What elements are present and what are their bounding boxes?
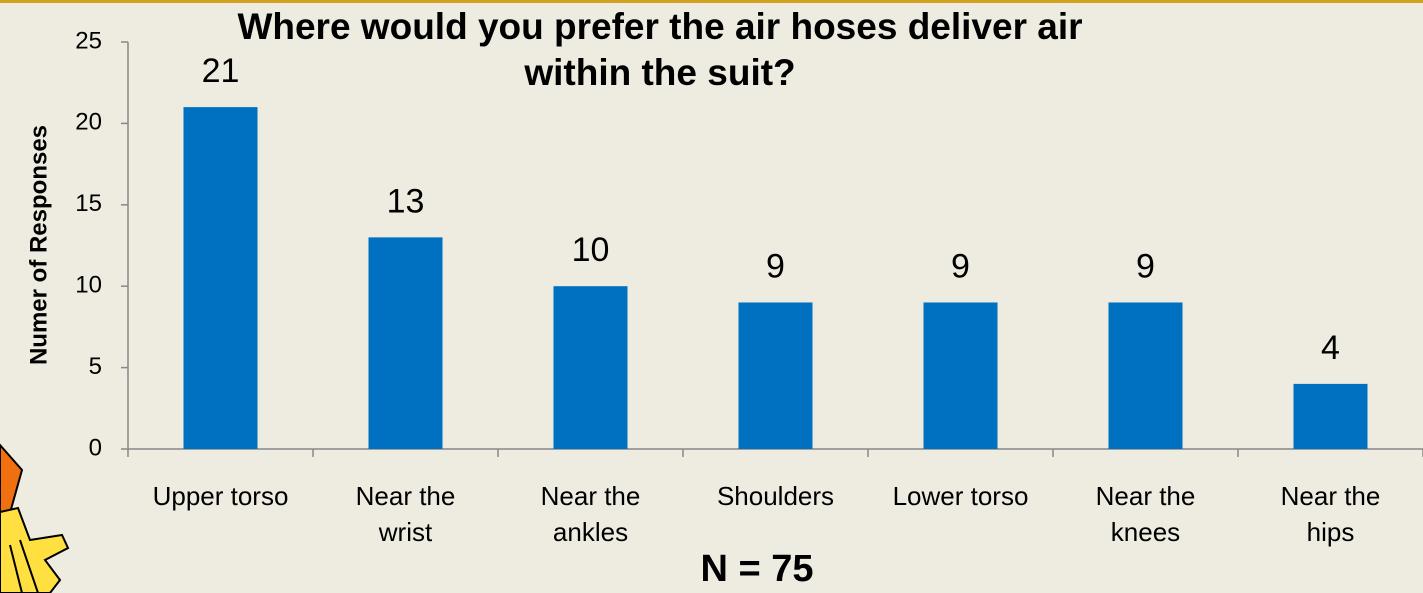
y-axis-label: Numer of Responses [25, 125, 52, 365]
y-tick-label: 15 [75, 190, 102, 217]
x-tick-label: Near the knees [1095, 481, 1196, 547]
data-label: 21 [202, 52, 240, 90]
x-tick-label: Near the ankles [540, 481, 641, 547]
bar [553, 286, 628, 449]
y-tick-label: 25 [75, 27, 102, 54]
bar [738, 302, 813, 449]
data-label: 9 [766, 247, 785, 285]
bar [1293, 383, 1368, 449]
y-tick-label: 5 [89, 353, 102, 380]
bar [923, 302, 998, 449]
chart-title: Where would you prefer the air hoses del… [237, 6, 1083, 93]
x-tick-label: Shoulders [716, 481, 835, 511]
data-label: 10 [572, 231, 610, 269]
y-tick-label: 10 [75, 272, 102, 299]
y-tick-label: 0 [89, 434, 102, 461]
annotation: N = 75 [700, 548, 814, 590]
y-tick-label: 20 [75, 109, 102, 136]
x-tick-label: Upper torso [152, 481, 289, 511]
hand-illustration [0, 443, 70, 593]
top-border [0, 0, 1423, 3]
x-tick-label: Near the hips [1280, 481, 1381, 547]
bar [1108, 302, 1183, 449]
x-tick-label: Lower torso [892, 481, 1029, 511]
bar [368, 237, 443, 449]
x-tick-label: Near the wrist [355, 481, 456, 547]
data-label: 4 [1321, 329, 1340, 367]
data-label: 13 [387, 182, 425, 220]
data-label: 9 [951, 247, 970, 285]
data-label: 9 [1136, 247, 1155, 285]
bar [183, 107, 258, 450]
